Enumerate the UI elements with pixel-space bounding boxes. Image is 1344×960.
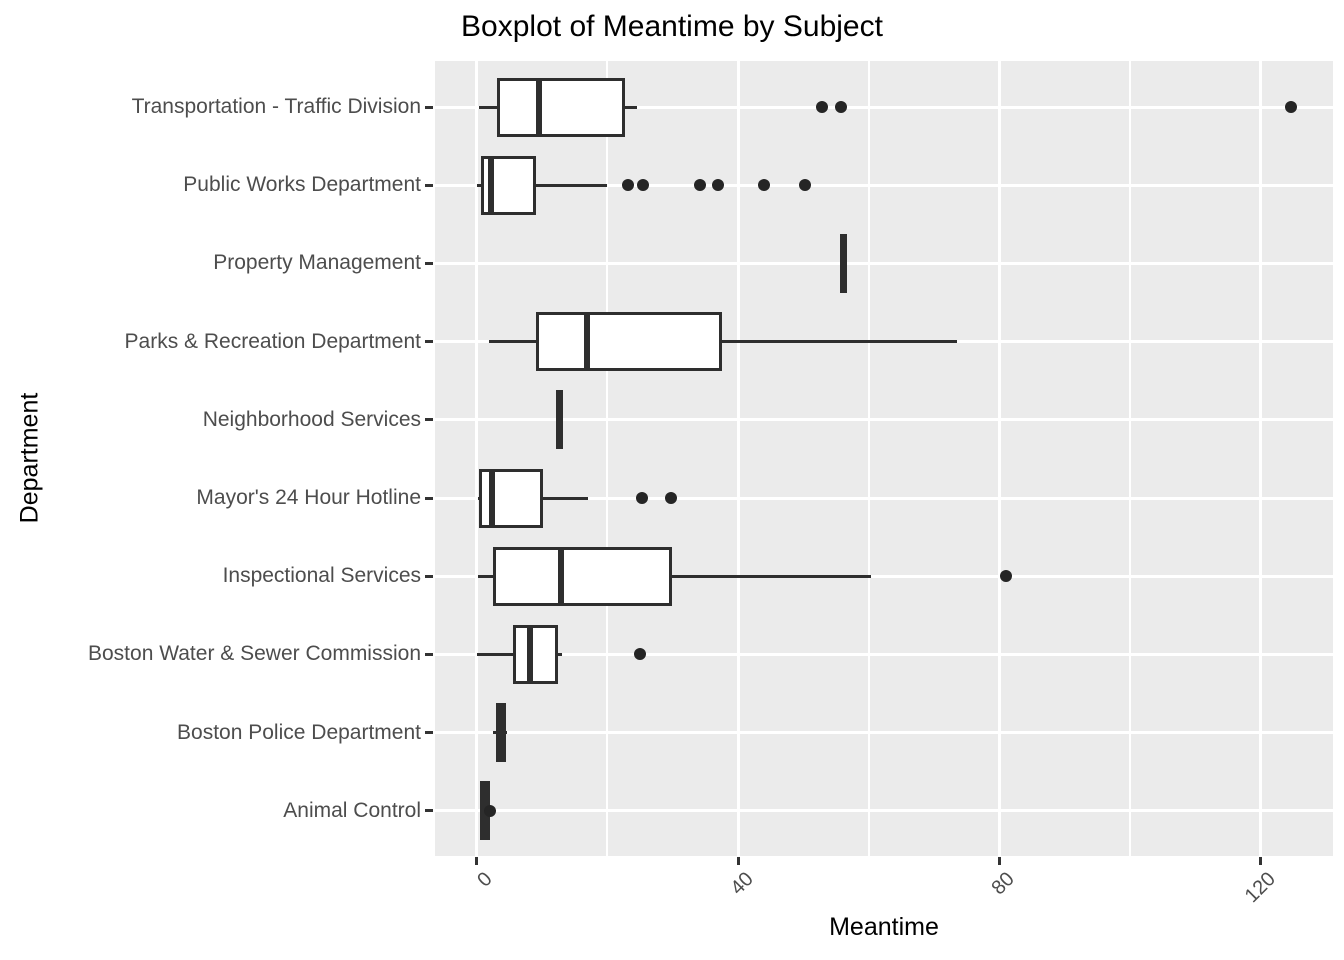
y-category-label: Public Works Department	[183, 173, 421, 197]
gridline-major-vertical	[736, 61, 740, 856]
gridline-major-vertical	[1259, 61, 1262, 856]
gridline-major-vertical	[997, 61, 1001, 856]
whisker-right	[625, 105, 637, 109]
whisker-left	[478, 105, 498, 109]
outlier-dot	[483, 804, 496, 817]
gridline-major-horizontal	[435, 731, 1333, 735]
y-category-label: Property Management	[213, 251, 421, 275]
median-line	[583, 312, 590, 372]
gridline-major-horizontal	[435, 183, 1333, 187]
gridline-major-horizontal	[435, 496, 1333, 500]
whisker-left	[489, 340, 536, 344]
y-axis-tick	[425, 652, 433, 656]
x-axis-title: Meantime	[829, 913, 939, 941]
outlier-dot	[693, 179, 706, 192]
whisker-right	[535, 183, 607, 187]
y-axis-title-text: Department	[15, 392, 44, 524]
y-category-label: Mayor's 24 Hour Hotline	[196, 486, 421, 509]
outlier-dot	[622, 179, 635, 192]
gridline-major-horizontal	[435, 105, 1333, 109]
chart-title: Boxplot of Meantime by Subject	[461, 10, 883, 43]
outlier-dot	[637, 179, 650, 192]
gridline-major-horizontal	[435, 418, 1333, 422]
outlier-dot	[634, 648, 647, 661]
y-category-label: Parks & Recreation Department	[124, 329, 421, 353]
gridline-major-horizontal	[435, 574, 1333, 578]
x-tick-label-text: 120	[1240, 868, 1281, 908]
median-line	[558, 546, 565, 606]
y-axis-tick	[425, 261, 433, 265]
y-category-label: Neighborhood Services	[202, 407, 421, 431]
gridline-minor-vertical	[867, 61, 870, 856]
y-axis-tick	[425, 731, 433, 735]
whisker-left	[477, 183, 481, 187]
median-line	[487, 155, 494, 215]
outlier-dot	[636, 492, 649, 504]
box	[513, 624, 559, 684]
whisker-left	[478, 574, 494, 578]
x-axis-tick	[1259, 857, 1262, 865]
whisker-left	[493, 731, 496, 735]
y-axis-tick	[425, 340, 433, 344]
x-tick-label-text: 80	[987, 868, 1019, 900]
y-axis-tick	[425, 809, 433, 813]
whisker-right	[558, 652, 562, 656]
outlier-dot	[815, 101, 828, 113]
y-axis-tick	[425, 574, 433, 578]
y-axis-tick	[425, 418, 433, 422]
whisker-left	[478, 496, 479, 500]
gridline-minor-vertical	[1128, 61, 1131, 856]
median-line	[497, 703, 504, 763]
outlier-dot	[835, 101, 848, 113]
y-axis-tick	[425, 183, 433, 187]
outlier-dot	[1000, 570, 1013, 583]
y-category-label: Animal Control	[283, 798, 421, 822]
box-degenerate	[839, 233, 847, 293]
median-line	[527, 624, 534, 684]
outlier-dot	[664, 492, 677, 504]
y-category-label: Inspectional Services	[222, 564, 421, 588]
x-tick-label-text: 0	[472, 868, 497, 892]
box	[497, 77, 626, 137]
whisker-right	[672, 574, 872, 578]
median-line	[535, 77, 542, 137]
whisker-right	[722, 340, 958, 344]
outlier-dot	[757, 179, 770, 192]
y-category-label: Boston Water & Sewer Commission	[88, 642, 421, 666]
whisker-right	[542, 496, 589, 500]
median-line	[488, 468, 495, 528]
x-axis-tick	[997, 857, 1001, 865]
y-axis-tick	[425, 496, 433, 500]
whisker-right	[506, 731, 508, 735]
outlier-dot	[712, 179, 725, 192]
y-category-label: Boston Police Department	[177, 720, 421, 744]
x-axis-tick	[736, 857, 740, 865]
x-tick-label-text: 40	[726, 868, 758, 900]
y-category-label: Transportation - Traffic Division	[131, 95, 421, 118]
gridline-minor-vertical	[606, 61, 609, 856]
box-degenerate	[556, 390, 564, 450]
whisker-left	[476, 652, 514, 656]
x-axis-tick	[475, 857, 479, 865]
gridline-major-horizontal	[435, 809, 1333, 813]
outlier-dot	[1285, 101, 1298, 113]
box	[535, 312, 723, 372]
box	[493, 546, 673, 606]
gridline-major-horizontal	[435, 652, 1333, 656]
plot-panel	[435, 61, 1333, 856]
gridline-major-horizontal	[435, 261, 1333, 265]
outlier-dot	[799, 179, 812, 192]
gridline-major-vertical	[475, 61, 479, 856]
y-axis-tick	[425, 105, 433, 109]
